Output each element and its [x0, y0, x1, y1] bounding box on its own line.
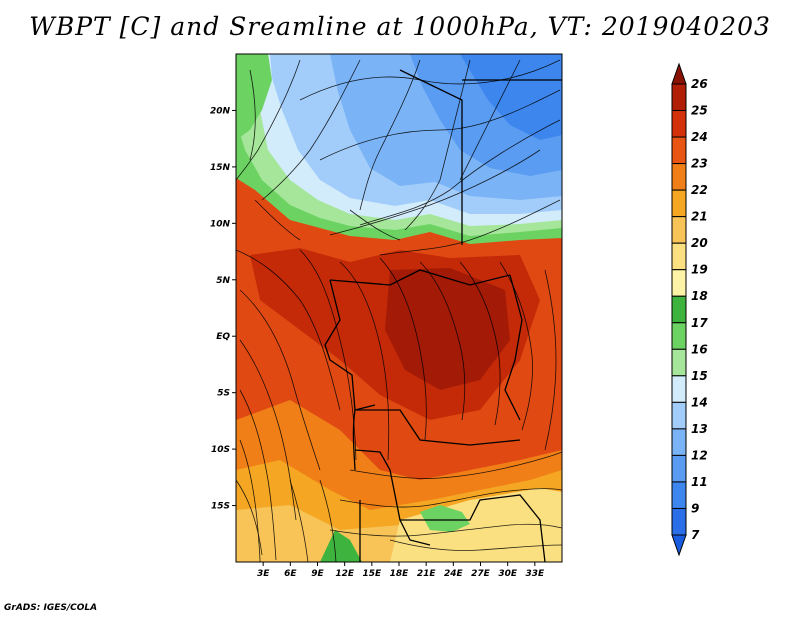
colorbar-label: 25 [691, 104, 708, 118]
colorbar-label: 23 [691, 157, 708, 171]
lon-tick-label: 12E [335, 569, 355, 579]
lon-tick-label: 27E [471, 569, 491, 579]
lat-tick-label: 10S [211, 445, 230, 455]
colorbar-label: 16 [691, 342, 708, 356]
field-patch-sw-green [320, 530, 362, 562]
country-borders [324, 69, 562, 562]
colorbar-label: 24 [691, 130, 708, 144]
colorbar-box [671, 295, 687, 324]
colorbar-bottom-triangle [671, 534, 687, 557]
longitude-axis: 3E 6E 9E 12E 15E 18E 21E 24E 27E 30E 33E [257, 562, 545, 579]
map-title: WBPT [C] and Sreamline at 1000hPa, VT: 2… [29, 12, 771, 41]
lat-tick-label: 20N [210, 106, 231, 116]
colorbar-label: 13 [691, 422, 708, 436]
colorbar-box [671, 322, 687, 350]
lon-tick-label: 3E [257, 569, 270, 579]
colorbar-box [671, 136, 687, 165]
colorbar-box [671, 216, 687, 244]
lon-tick-label: 21E [417, 569, 437, 579]
colorbar-box [671, 507, 687, 536]
lon-tick-label: 15E [362, 569, 382, 579]
lon-tick-label: 24E [444, 569, 464, 579]
colorbar-label: 14 [691, 395, 708, 409]
colorbar-label: 22 [691, 183, 708, 197]
field-band-south-pale [390, 488, 562, 562]
latitude-axis: 20N 15N 10N 5N EQ 5S 10S 15S [210, 106, 236, 512]
colorbar-label: 7 [691, 528, 700, 542]
colorbar-top-triangle [671, 62, 687, 85]
colorbar-label: 19 [691, 263, 708, 277]
lat-tick-label: 5N [216, 276, 230, 286]
colorbar-box [671, 481, 687, 509]
colorbar-label: 9 [691, 501, 699, 515]
colorbar-label: 11 [691, 475, 708, 489]
lon-tick-label: 18E [390, 569, 410, 579]
colorbar-label: 12 [691, 448, 708, 462]
colorbar-box [671, 348, 687, 377]
colorbar-label: 20 [691, 236, 708, 250]
colorbar-box [671, 454, 687, 483]
colorbar-box [671, 269, 687, 297]
field-patch-south-green [420, 505, 470, 532]
colorbar-label: 17 [691, 316, 708, 330]
lat-tick-label: 15N [210, 163, 231, 173]
colorbar-box [671, 375, 687, 403]
colorbar-label: 18 [691, 289, 708, 303]
colorbar-box [671, 428, 687, 456]
lat-tick-label: EQ [216, 332, 230, 342]
lon-tick-label: 33E [525, 569, 545, 579]
colorbar-box [671, 110, 687, 138]
colorbar-box [671, 189, 687, 218]
colorbar-label: 21 [691, 210, 708, 224]
lat-tick-label: 10N [210, 219, 231, 229]
colorbar-box [671, 401, 687, 430]
colorbar-box [671, 242, 687, 271]
colorbar-label: 15 [691, 369, 708, 383]
colorbar-label: 26 [691, 77, 708, 91]
lon-tick-label: 6E [284, 569, 297, 579]
colorbar-box [671, 163, 687, 191]
wbpt-field [236, 54, 562, 562]
field-band-deepblue [460, 54, 562, 140]
lon-tick-label: 9E [311, 569, 324, 579]
lat-tick-label: 5S [217, 389, 230, 399]
field-band-hottest [385, 268, 510, 390]
lat-tick-label: 15S [211, 502, 230, 512]
grads-credit: GrADS: IGES/COLA [4, 603, 98, 613]
lon-tick-label: 30E [498, 569, 518, 579]
colorbar: 7 9 11 12 13 14 15 16 17 18 19 20 21 22 23 24 25 26 [671, 62, 708, 557]
colorbar-box [671, 83, 687, 112]
